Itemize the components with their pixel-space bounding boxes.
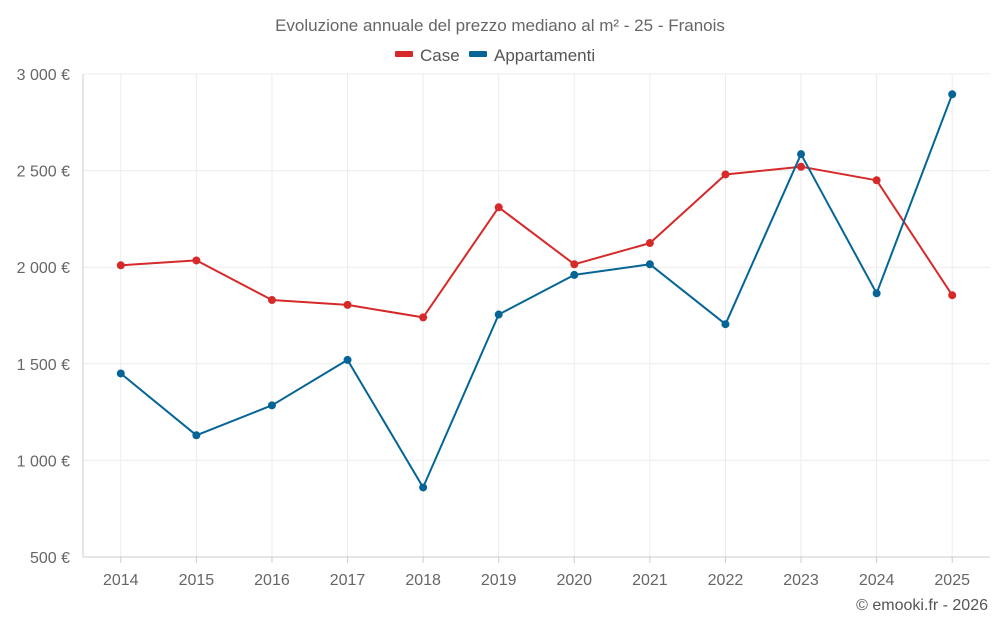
data-point-appartamenti[interactable] — [721, 320, 730, 329]
legend-item-appartamenti[interactable]: Appartamenti — [469, 46, 595, 65]
x-tick-label: 2018 — [405, 572, 441, 589]
series-appartamenti — [116, 90, 957, 492]
series — [116, 90, 957, 492]
y-tick-label: 1 500 € — [17, 357, 70, 374]
legend-item-case[interactable]: Case — [395, 46, 460, 65]
data-point-appartamenti[interactable] — [267, 401, 276, 410]
data-point-case[interactable] — [645, 239, 654, 248]
data-point-case[interactable] — [872, 176, 881, 185]
y-tick-label: 500 € — [30, 550, 70, 567]
y-tick-label: 2 500 € — [17, 164, 70, 181]
data-point-appartamenti[interactable] — [419, 483, 428, 492]
y-tick-label: 1 000 € — [17, 453, 70, 470]
data-point-appartamenti[interactable] — [948, 90, 957, 99]
axes: 500 € 1 000 € 1 500 € 2 000 € 2 500 € 3 000 €… — [17, 67, 990, 589]
chart-title: Evoluzione annuale del prezzo mediano al… — [275, 16, 725, 35]
data-point-case[interactable] — [267, 296, 276, 305]
x-tick-label: 2017 — [330, 572, 366, 589]
x-tick-label: 2020 — [556, 572, 592, 589]
legend-label-appartamenti: Appartamenti — [494, 46, 595, 65]
data-point-appartamenti[interactable] — [797, 150, 806, 159]
x-tick-label: 2015 — [179, 572, 215, 589]
series-line-appartamenti — [120, 93, 954, 489]
data-point-appartamenti[interactable] — [494, 310, 503, 319]
data-point-case[interactable] — [948, 291, 957, 300]
x-tick-label: 2023 — [783, 572, 819, 589]
legend-swatch-appartamenti — [469, 51, 487, 57]
x-tick-label: 2024 — [859, 572, 895, 589]
data-point-case[interactable] — [116, 261, 125, 270]
legend-swatch-case — [395, 51, 413, 57]
data-point-appartamenti[interactable] — [872, 289, 881, 298]
data-point-appartamenti[interactable] — [116, 369, 125, 378]
y-tick-label: 2 000 € — [17, 260, 70, 277]
data-point-appartamenti[interactable] — [192, 431, 201, 440]
data-point-case[interactable] — [343, 300, 352, 309]
x-tick-label: 2019 — [481, 572, 517, 589]
data-point-case[interactable] — [721, 170, 730, 179]
y-tick-label: 3 000 € — [17, 67, 70, 84]
data-point-case[interactable] — [797, 162, 806, 171]
grid — [83, 73, 990, 557]
series-line-case — [120, 165, 954, 319]
x-tick-label: 2014 — [103, 572, 139, 589]
x-tick-label: 2016 — [254, 572, 290, 589]
x-tick-label: 2021 — [632, 572, 668, 589]
x-tick-label: 2022 — [708, 572, 744, 589]
data-point-case[interactable] — [494, 203, 503, 212]
data-point-case[interactable] — [570, 260, 579, 269]
data-point-case[interactable] — [419, 313, 428, 322]
data-point-appartamenti[interactable] — [645, 260, 654, 269]
data-point-case[interactable] — [192, 256, 201, 265]
legend-label-case: Case — [420, 46, 460, 65]
series-case — [116, 162, 957, 322]
x-tick-label: 2025 — [934, 572, 970, 589]
data-point-appartamenti[interactable] — [570, 270, 579, 279]
data-point-appartamenti[interactable] — [343, 355, 352, 364]
legend: Case Appartamenti — [395, 46, 595, 65]
credit-text: © emooki.fr - 2026 — [856, 597, 988, 614]
